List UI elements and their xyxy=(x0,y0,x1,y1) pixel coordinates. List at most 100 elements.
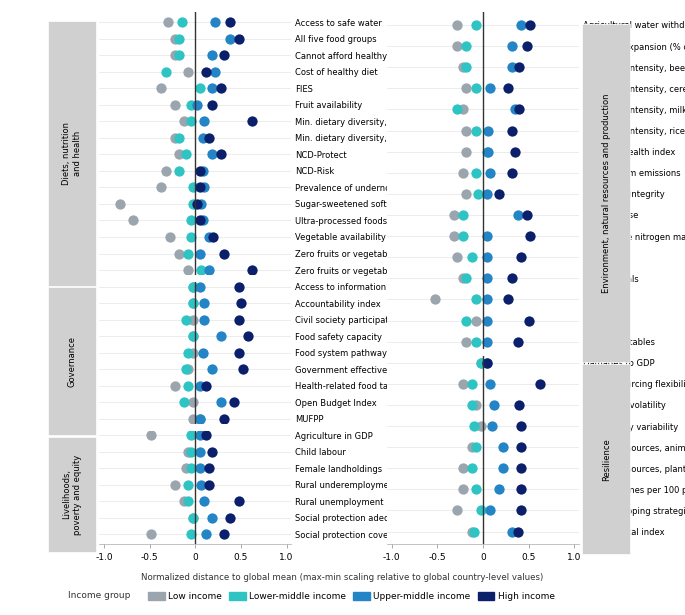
Point xyxy=(466,442,477,452)
Point xyxy=(182,347,193,357)
Point xyxy=(482,147,493,157)
Point xyxy=(173,133,184,143)
Point xyxy=(475,358,486,368)
Point xyxy=(199,298,210,308)
Point xyxy=(195,215,206,225)
Point xyxy=(195,414,206,424)
Point xyxy=(155,84,166,93)
Point xyxy=(461,273,472,283)
Point xyxy=(195,463,206,473)
Point xyxy=(173,50,184,60)
Point xyxy=(458,273,469,283)
Point xyxy=(512,336,523,346)
Point xyxy=(234,347,245,357)
Point xyxy=(514,400,525,410)
Point xyxy=(206,513,217,523)
Point xyxy=(203,463,214,473)
Point xyxy=(219,50,230,60)
Point xyxy=(210,67,221,77)
Point xyxy=(195,282,206,292)
Point xyxy=(215,397,226,407)
Point xyxy=(485,168,496,178)
Point xyxy=(483,125,494,135)
Point xyxy=(516,421,527,431)
Point xyxy=(497,442,508,452)
Text: Environment, natural resources and production: Environment, natural resources and produ… xyxy=(601,93,611,293)
Point xyxy=(503,295,514,304)
Point xyxy=(482,273,493,283)
Point xyxy=(470,84,481,93)
Point xyxy=(228,397,239,407)
Point xyxy=(188,397,199,407)
Point xyxy=(188,298,199,308)
Point xyxy=(473,189,484,199)
Text: Normalized distance to global mean (max-min scaling relative to global country-l: Normalized distance to global mean (max-… xyxy=(141,573,544,582)
Point xyxy=(430,295,441,304)
Point xyxy=(458,463,469,473)
Point xyxy=(192,199,203,209)
Point xyxy=(448,231,459,241)
Point xyxy=(203,133,214,143)
Point xyxy=(203,232,214,242)
Point xyxy=(188,414,199,424)
Point xyxy=(185,463,196,473)
Point xyxy=(521,41,532,51)
Point xyxy=(201,530,212,539)
Point xyxy=(199,116,210,126)
Point xyxy=(179,496,190,506)
Point xyxy=(237,364,248,374)
Point xyxy=(482,189,493,199)
Point xyxy=(458,379,469,389)
Point xyxy=(516,485,527,494)
Point xyxy=(182,265,193,275)
Point xyxy=(516,463,527,473)
Point xyxy=(210,17,221,27)
Point xyxy=(162,17,173,27)
Point xyxy=(461,41,472,51)
Point xyxy=(185,530,196,539)
Point xyxy=(470,315,481,325)
Text: Income group: Income group xyxy=(68,591,136,600)
Point xyxy=(534,379,545,389)
Point xyxy=(234,496,245,506)
Point xyxy=(225,34,236,44)
Point xyxy=(225,17,236,27)
Point xyxy=(197,347,208,357)
Point xyxy=(486,421,497,431)
Point xyxy=(182,364,193,374)
Point xyxy=(507,125,518,135)
Point xyxy=(475,506,486,515)
Point xyxy=(485,379,496,389)
Point xyxy=(199,496,210,506)
Point xyxy=(185,215,196,225)
Point xyxy=(516,442,527,452)
Point xyxy=(452,252,463,262)
Point xyxy=(215,84,226,93)
Point xyxy=(188,282,199,292)
Point xyxy=(185,447,196,457)
Point xyxy=(195,447,206,457)
Point xyxy=(201,67,212,77)
Point xyxy=(188,282,199,292)
Point xyxy=(203,480,214,490)
Point xyxy=(458,485,469,494)
Point xyxy=(146,530,157,539)
Point xyxy=(170,100,181,109)
Point xyxy=(195,265,206,275)
Point xyxy=(488,400,499,410)
Point xyxy=(199,315,210,325)
Point xyxy=(470,125,481,135)
Point xyxy=(188,513,199,523)
Point xyxy=(173,149,184,159)
Point xyxy=(461,125,472,135)
Point xyxy=(188,315,199,325)
Point xyxy=(170,133,181,143)
Point xyxy=(195,248,206,258)
Point xyxy=(160,67,171,77)
Point xyxy=(173,248,184,258)
Point xyxy=(482,358,493,368)
Legend: Low income, Lower-middle income, Upper-middle income, High income: Low income, Lower-middle income, Upper-m… xyxy=(149,592,555,601)
Point xyxy=(466,252,477,262)
Point xyxy=(236,298,247,308)
Point xyxy=(485,84,496,93)
